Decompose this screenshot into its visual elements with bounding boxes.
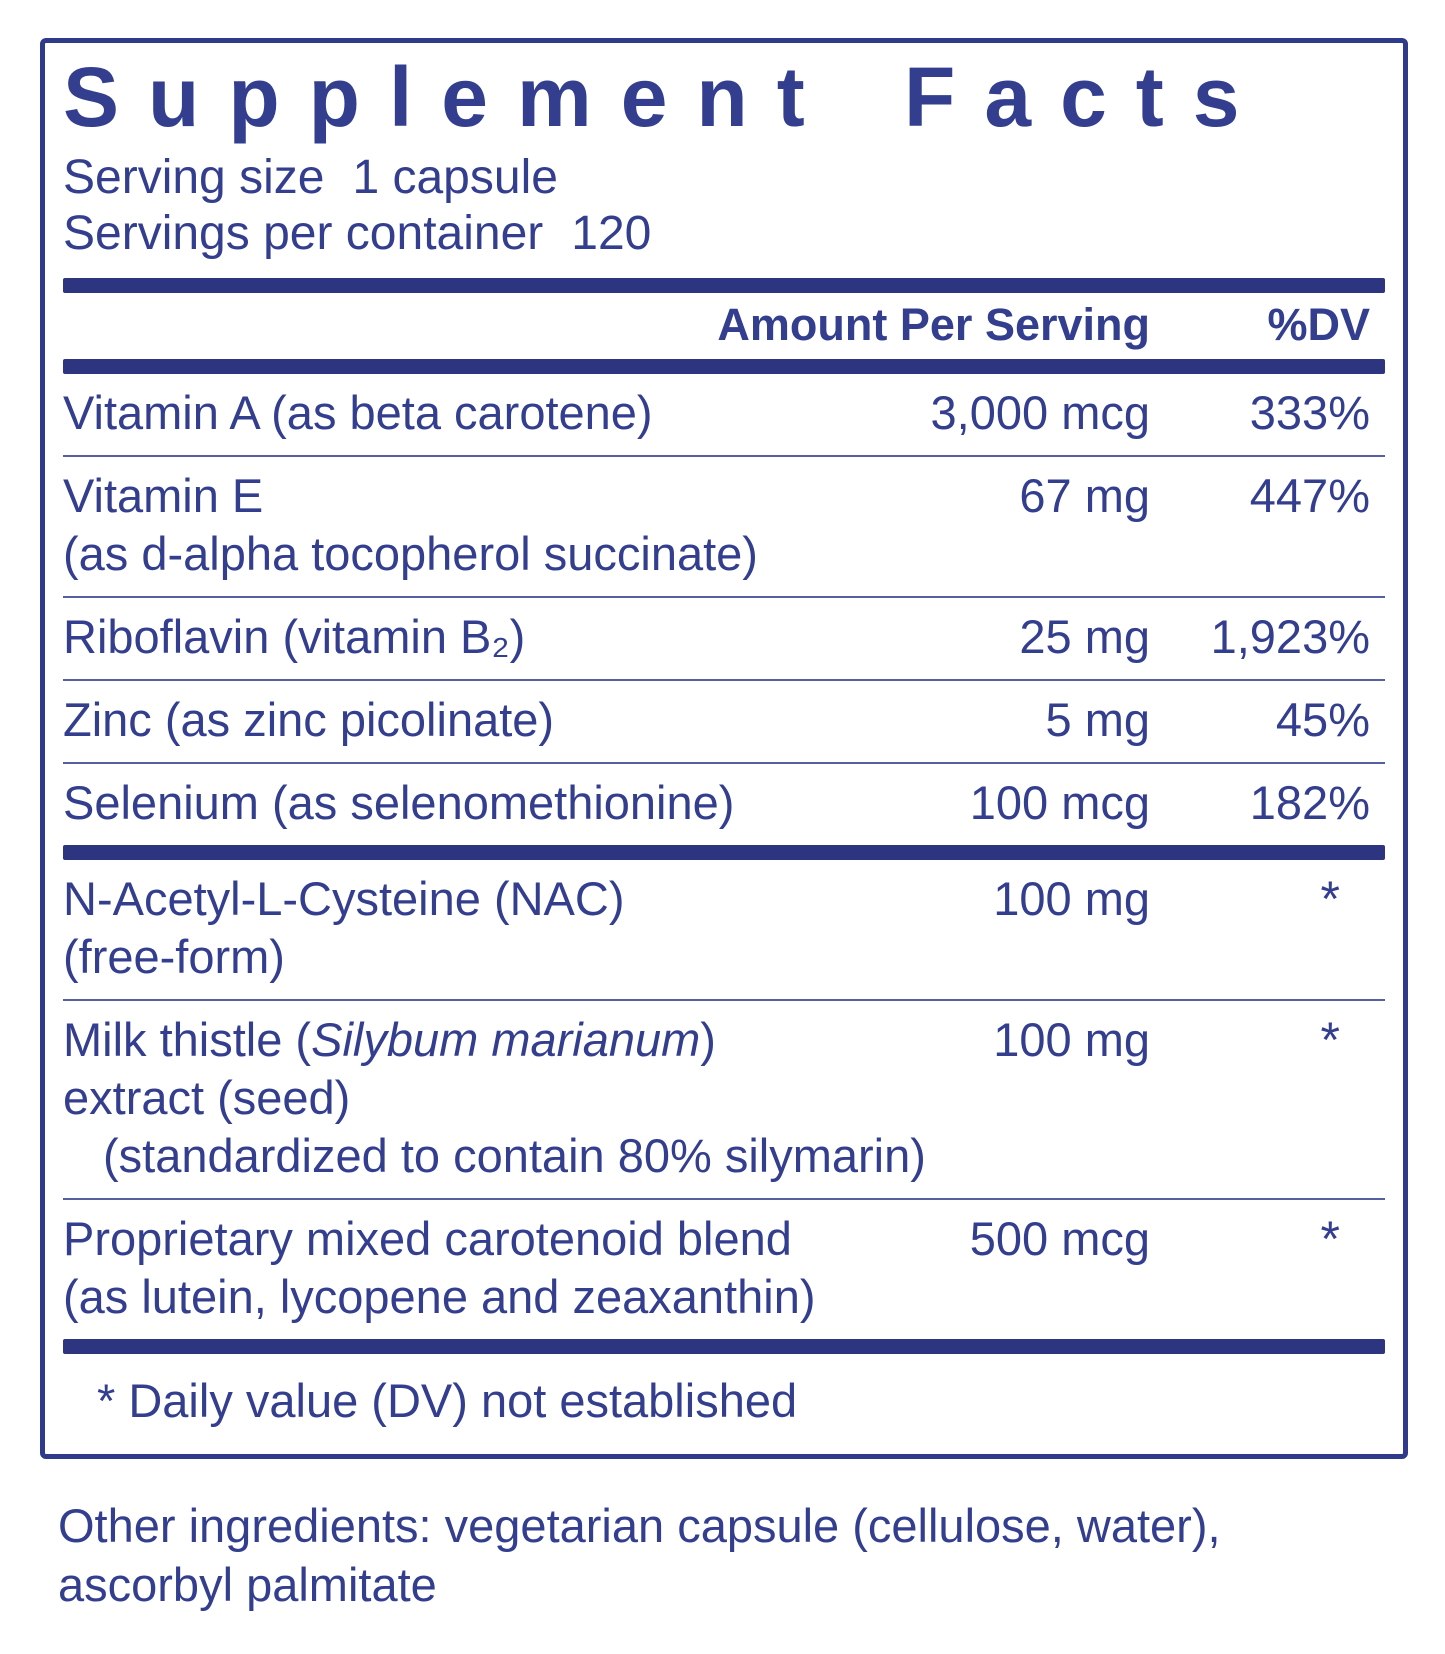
supplement-facts-panel: Supplement Facts Serving size 1 capsule S… <box>40 38 1408 1460</box>
ingredient-name-text: ) <box>700 1013 716 1067</box>
table-row: Zinc (as zinc picolinate) 5 mg 45% <box>63 679 1385 762</box>
divider-bar <box>63 845 1385 861</box>
table-row: N-Acetyl-L-Cysteine (NAC) (free-form) 10… <box>63 860 1385 999</box>
ingredient-dv-asterisk: * <box>1320 871 1340 928</box>
ingredient-amount: 3,000 mcg <box>930 386 1150 440</box>
table-row: Proprietary mixed carotenoid blend (as l… <box>63 1198 1385 1339</box>
ingredient-amount: 100 mg <box>993 872 1150 926</box>
servings-per-container-value: 120 <box>571 207 652 261</box>
divider-bar <box>63 1339 1385 1355</box>
ingredient-dv: 1,923% <box>1210 610 1370 664</box>
table-row: Selenium (as selenomethionine) 100 mcg 1… <box>63 762 1385 845</box>
ingredient-name: Proprietary mixed carotenoid blend <box>63 1212 792 1266</box>
ingredient-name: Milk thistle (Silybum marianum) <box>63 1011 1385 1069</box>
other-ingredients: Other ingredients: vegetarian capsule (c… <box>58 1499 1221 1612</box>
table-row: Vitamin E (as d-alpha tocopherol succina… <box>63 455 1385 596</box>
ingredient-name-detail: extract (seed) <box>63 1071 351 1125</box>
ingredient-amount: 67 mg <box>1019 469 1150 523</box>
ingredient-name-latin: Silybum marianum <box>311 1013 701 1067</box>
ingredient-amount: 500 mcg <box>969 1212 1150 1266</box>
table-header: Amount Per Serving %DV <box>63 293 1385 359</box>
table-row: Milk thistle (Silybum marianum) extract … <box>63 999 1385 1198</box>
ingredient-name-detail: (as lutein, lycopene and zeaxanthin) <box>63 1270 816 1324</box>
table-row: Vitamin A (as beta carotene) 3,000 mcg 3… <box>63 374 1385 455</box>
serving-size-line: Serving size 1 capsule <box>63 150 1385 206</box>
ingredient-name: Vitamin E <box>63 469 264 523</box>
ingredient-name: N-Acetyl-L-Cysteine (NAC) <box>63 872 625 926</box>
ingredient-name: Riboflavin (vitamin B₂) <box>63 610 526 664</box>
ingredient-dv: 182% <box>1249 776 1370 830</box>
column-header-amount: Amount Per Serving <box>717 299 1150 351</box>
ingredient-amount: 100 mg <box>993 1013 1150 1067</box>
dv-footnote: * Daily value (DV) not established <box>97 1374 798 1428</box>
ingredient-dv: 447% <box>1249 469 1370 523</box>
ingredient-name-detail: (as d-alpha tocopherol succinate) <box>63 527 758 581</box>
ingredient-dv: 333% <box>1249 386 1370 440</box>
ingredient-standardization: (standardized to contain 80% silymarin) <box>103 1129 926 1183</box>
panel-title: Supplement Facts <box>63 50 1269 144</box>
ingredient-name-detail: (free-form) <box>63 930 285 984</box>
divider-bar <box>63 278 1385 294</box>
ingredient-amount: 25 mg <box>1019 610 1150 664</box>
serving-size-label: Serving size <box>63 151 325 205</box>
ingredient-name: Selenium (as selenomethionine) <box>63 776 735 830</box>
ingredient-amount: 100 mcg <box>969 776 1150 830</box>
servings-per-container-label: Servings per container <box>63 207 544 261</box>
column-header-dv: %DV <box>1267 299 1370 351</box>
table-row: Riboflavin (vitamin B₂) 25 mg 1,923% <box>63 596 1385 679</box>
serving-size-value: 1 capsule <box>352 151 558 205</box>
ingredient-dv-asterisk: * <box>1320 1211 1340 1268</box>
ingredient-dv-asterisk: * <box>1320 1012 1340 1069</box>
divider-bar <box>63 359 1385 375</box>
ingredient-name: Vitamin A (as beta carotene) <box>63 386 653 440</box>
ingredient-amount: 5 mg <box>1045 693 1151 747</box>
ingredient-name: Zinc (as zinc picolinate) <box>63 693 555 747</box>
servings-per-container-line: Servings per container 120 <box>63 206 1385 262</box>
ingredient-dv: 45% <box>1275 693 1370 747</box>
ingredient-name-text: Milk thistle ( <box>63 1013 312 1067</box>
